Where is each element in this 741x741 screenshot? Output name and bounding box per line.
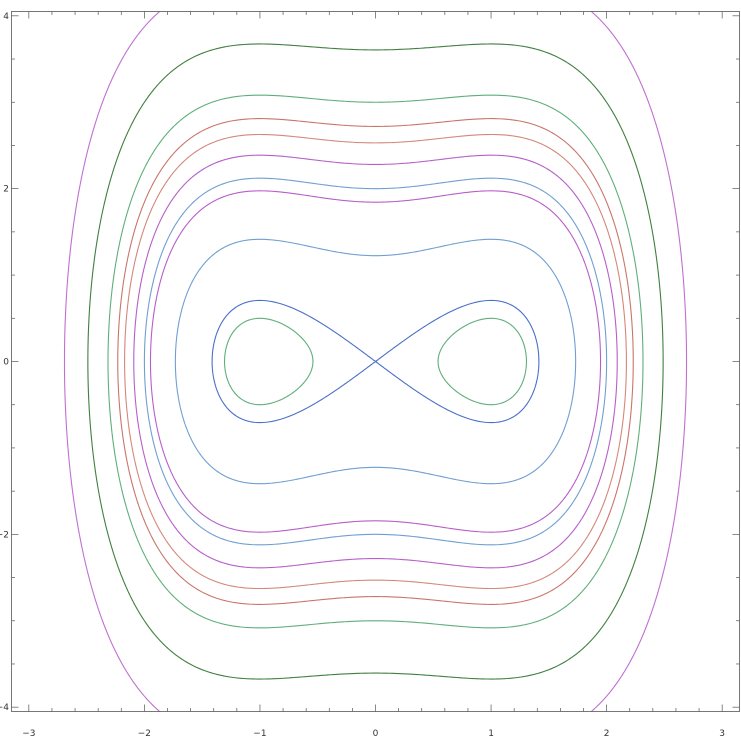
- contour-line-8: [124, 133, 627, 590]
- contour-lines: [63, 11, 688, 712]
- y-tick-label: 2: [3, 185, 9, 195]
- y-tick-label: −2: [0, 530, 9, 540]
- plot-frame: [11, 11, 740, 712]
- axis-ticks: [11, 11, 740, 712]
- contour-line-10: [87, 43, 664, 680]
- x-tick-label: 2: [604, 729, 610, 739]
- x-tick-label: 0: [373, 729, 379, 739]
- x-tick-label: −3: [22, 729, 35, 739]
- contour-line-6: [143, 177, 608, 546]
- contour-line-4: [149, 190, 602, 533]
- contour-line-9: [107, 94, 644, 629]
- contour-line-5: [117, 118, 634, 605]
- y-tick-label: 0: [3, 358, 9, 368]
- x-tick-label: −2: [138, 729, 151, 739]
- x-tick-label: 3: [719, 729, 725, 739]
- x-tick-label: 1: [488, 729, 494, 739]
- contour-line-2: [211, 299, 540, 424]
- tick-labels: −3 −2 −1 0 1 2 3 −4 −2 0 2 4: [0, 12, 725, 739]
- y-tick-label: 4: [3, 12, 9, 22]
- y-tick-label: −4: [0, 703, 9, 713]
- contour-line-3: [174, 238, 577, 485]
- contour-line-7: [133, 154, 618, 569]
- contour-line-11: [63, 11, 688, 712]
- x-tick-label: −1: [253, 729, 266, 739]
- contour-line-1: [223, 317, 528, 406]
